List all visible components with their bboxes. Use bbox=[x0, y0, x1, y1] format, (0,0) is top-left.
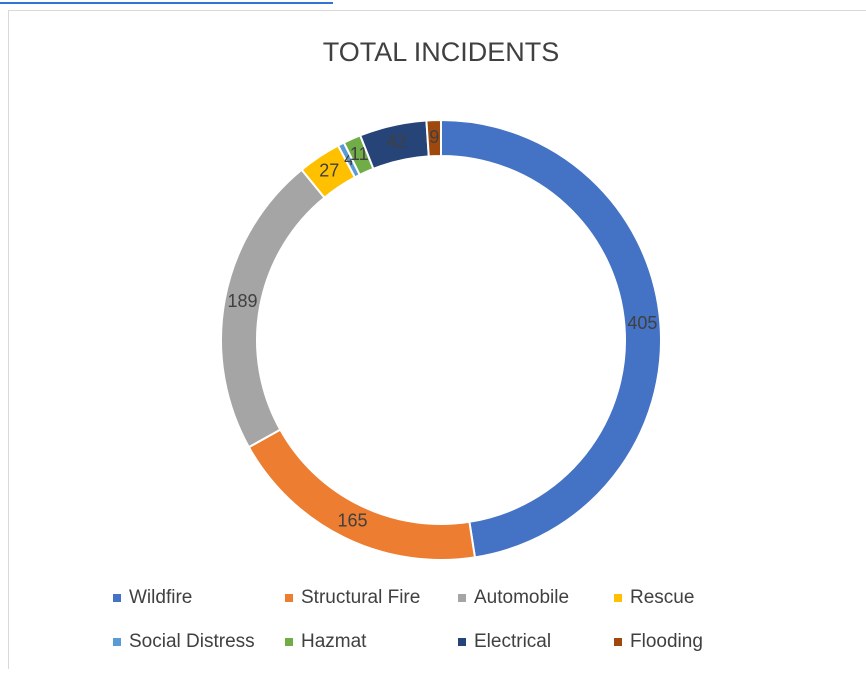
legend-label: Hazmat bbox=[301, 631, 367, 652]
legend-label: Flooding bbox=[630, 631, 703, 652]
legend-label: Automobile bbox=[474, 587, 569, 608]
legend-swatch bbox=[458, 594, 466, 602]
chart-frame bbox=[9, 11, 866, 670]
legend-label: Electrical bbox=[474, 631, 551, 652]
legend-swatch bbox=[458, 638, 466, 646]
legend-label: Rescue bbox=[630, 587, 694, 608]
data-label: 165 bbox=[337, 510, 367, 530]
data-label: 189 bbox=[228, 291, 258, 311]
legend-swatch bbox=[285, 638, 293, 646]
data-label: 42 bbox=[387, 132, 407, 152]
data-label: 9 bbox=[429, 127, 439, 147]
chart-title: TOTAL INCIDENTS bbox=[323, 37, 560, 67]
legend-label: Structural Fire bbox=[301, 587, 420, 608]
legend-swatch bbox=[614, 638, 622, 646]
legend-label: Social Distress bbox=[129, 631, 255, 652]
legend-swatch bbox=[113, 594, 121, 602]
legend-swatch bbox=[285, 594, 293, 602]
legend-swatch bbox=[113, 638, 121, 646]
legend-swatch bbox=[614, 594, 622, 602]
data-label: 27 bbox=[319, 160, 339, 180]
data-label: 405 bbox=[627, 313, 657, 333]
legend-label: Wildfire bbox=[129, 587, 192, 608]
